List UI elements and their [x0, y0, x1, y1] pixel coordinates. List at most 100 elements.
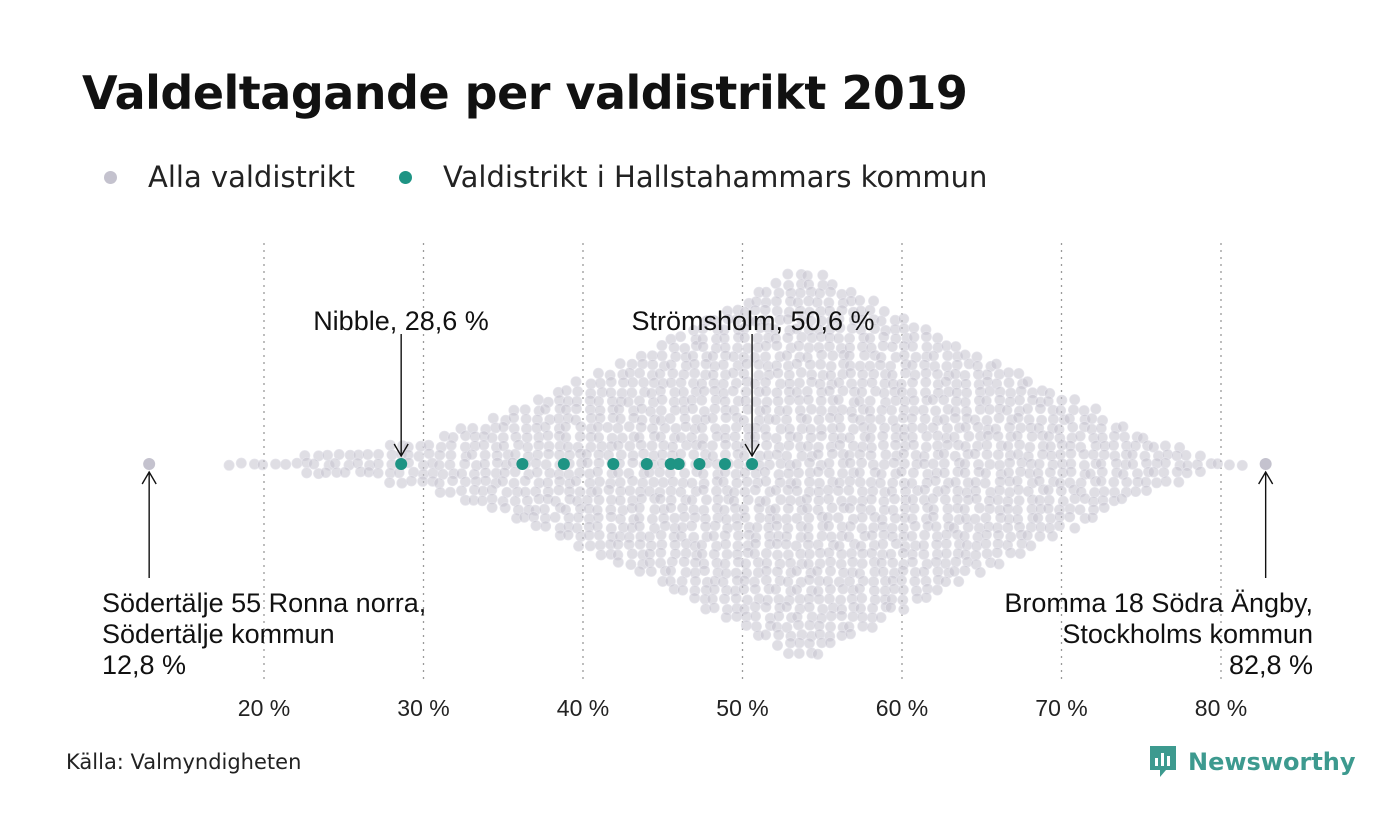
district-point	[792, 467, 804, 479]
district-point	[531, 466, 543, 478]
district-point	[638, 376, 650, 388]
district-point	[659, 520, 671, 532]
district-point	[864, 432, 876, 444]
district-point	[321, 449, 333, 461]
district-point	[1074, 430, 1086, 442]
district-point	[741, 476, 753, 488]
district-point	[769, 503, 781, 515]
district-point	[1005, 547, 1017, 559]
district-point	[772, 367, 784, 379]
district-point	[532, 394, 544, 406]
district-point	[1001, 404, 1013, 416]
district-point	[1141, 484, 1153, 496]
district-point	[738, 583, 750, 595]
district-point	[363, 466, 375, 478]
district-point	[486, 432, 498, 444]
district-point	[942, 350, 954, 362]
district-point	[624, 367, 636, 379]
district-point	[803, 512, 815, 524]
district-point	[717, 359, 729, 371]
district-point	[781, 404, 793, 416]
district-point	[773, 610, 785, 622]
district-point	[853, 583, 865, 595]
district-point	[948, 565, 960, 577]
district-point	[614, 494, 626, 506]
district-point	[802, 440, 814, 452]
district-point	[706, 440, 718, 452]
district-point	[920, 591, 932, 603]
district-point	[613, 403, 625, 415]
district-point	[570, 403, 582, 415]
district-point	[1012, 484, 1024, 496]
district-point	[824, 286, 836, 298]
district-point	[770, 583, 782, 595]
district-point	[1095, 422, 1107, 434]
district-point	[823, 467, 835, 479]
district-point	[1181, 467, 1193, 479]
district-point	[729, 431, 741, 443]
district-point	[792, 431, 804, 443]
district-point	[823, 385, 835, 397]
district-point	[1033, 475, 1045, 487]
district-point	[727, 367, 739, 379]
district-point	[824, 583, 836, 595]
district-point	[864, 395, 876, 407]
district-point	[1014, 439, 1026, 451]
district-point	[698, 564, 710, 576]
district-point	[772, 395, 784, 407]
district-point	[708, 602, 720, 614]
district-point	[612, 538, 624, 550]
district-point	[372, 467, 384, 479]
district-point	[498, 440, 510, 452]
district-point	[885, 601, 897, 613]
district-point	[1004, 457, 1016, 469]
district-point	[791, 485, 803, 497]
district-point	[654, 493, 666, 505]
district-point	[825, 610, 837, 622]
district-point	[647, 359, 659, 371]
district-point	[817, 269, 829, 281]
district-point	[803, 574, 815, 586]
district-point	[781, 450, 793, 462]
district-point	[792, 619, 804, 631]
district-point	[677, 584, 689, 596]
district-point	[958, 503, 970, 515]
district-point	[1012, 412, 1024, 424]
district-point	[775, 494, 787, 506]
district-point	[1015, 385, 1027, 397]
district-point	[553, 484, 565, 496]
district-point	[813, 593, 825, 605]
district-point	[993, 558, 1005, 570]
x-tick-label: 70 %	[1035, 695, 1087, 721]
district-point	[539, 403, 551, 415]
district-point	[793, 340, 805, 352]
district-point	[678, 556, 690, 568]
district-point	[760, 475, 772, 487]
district-point	[638, 448, 650, 460]
district-point	[931, 368, 943, 380]
district-point	[918, 548, 930, 560]
annotation-max-text: 82,8 %	[1229, 650, 1313, 680]
district-point	[624, 440, 636, 452]
district-point	[433, 477, 445, 489]
district-point	[897, 594, 909, 606]
district-point	[793, 647, 805, 659]
district-point	[740, 619, 752, 631]
district-point	[931, 538, 943, 550]
district-point	[627, 475, 639, 487]
district-point	[857, 620, 869, 632]
district-point	[949, 412, 961, 424]
district-point	[291, 457, 303, 469]
district-point	[1054, 449, 1066, 461]
district-point	[780, 513, 792, 525]
district-point	[1180, 449, 1192, 461]
district-point	[771, 538, 783, 550]
district-point	[518, 511, 530, 523]
district-point	[719, 558, 731, 570]
district-point	[961, 539, 973, 551]
district-point	[749, 601, 761, 613]
district-point	[980, 538, 992, 550]
district-point	[864, 413, 876, 425]
district-point	[634, 367, 646, 379]
district-point	[782, 502, 794, 514]
